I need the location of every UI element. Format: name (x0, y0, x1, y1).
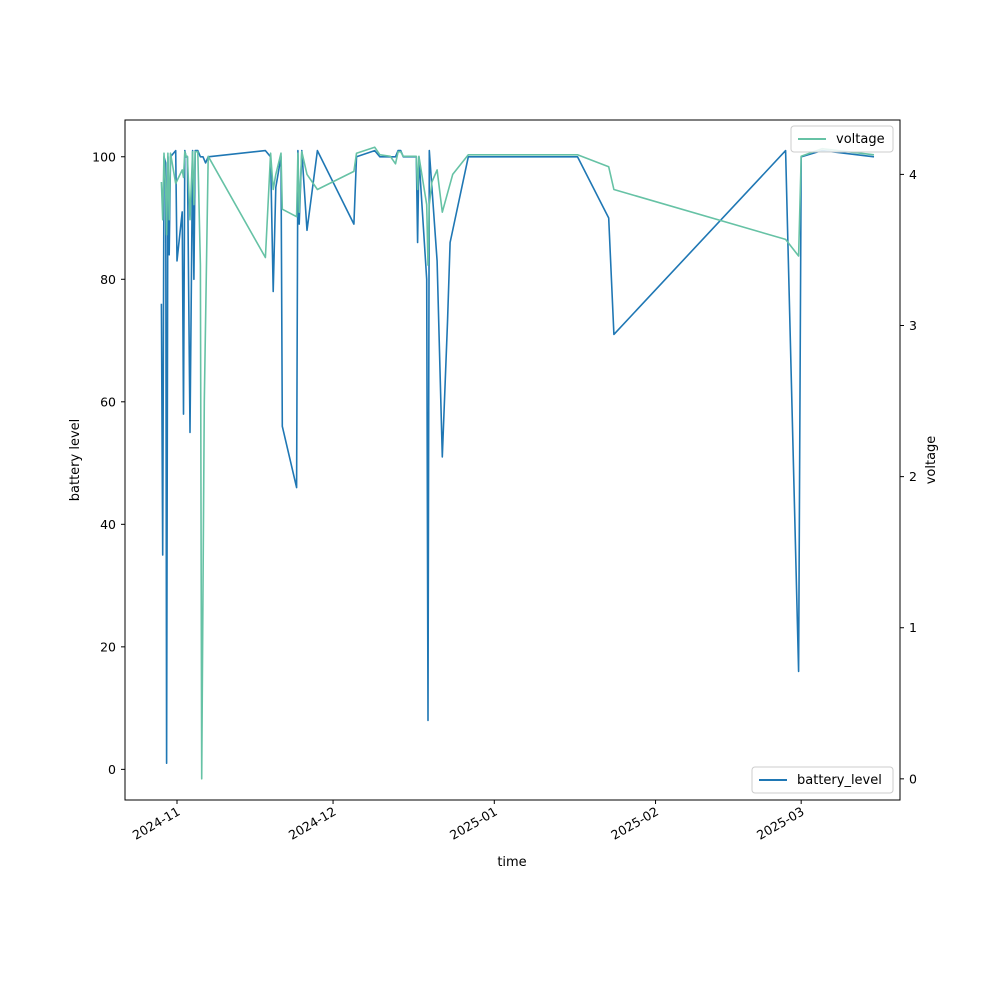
y-tick-label: 40 (100, 517, 116, 532)
x-tick-label: 2024-11 (130, 804, 183, 843)
series-line-voltage (160, 146, 875, 780)
y2-tick-label: 4 (909, 167, 917, 182)
y2-tick-label: 3 (909, 318, 917, 333)
y-axis-label: battery level (68, 419, 83, 502)
y-tick-label: 80 (100, 272, 116, 287)
legend-voltage: voltage (790, 125, 894, 153)
x-tick-label: 2025-01 (447, 804, 500, 843)
series-line-battery-level (160, 149, 875, 765)
y-tick-label: 20 (100, 639, 116, 654)
y2-tick-label: 1 (909, 620, 917, 635)
x-axis-label: time (497, 855, 526, 870)
plot-frame (124, 119, 901, 801)
x-tick-label: 2025-02 (608, 804, 661, 843)
y2-tick-label: 2 (909, 469, 917, 484)
legend-voltage-label: voltage (836, 132, 885, 147)
x-tick-label: 2025-03 (754, 804, 807, 843)
legend-battery-level-label: battery_level (797, 773, 882, 788)
y-tick-label: 0 (108, 762, 116, 777)
x-tick-label: 2024-12 (286, 804, 339, 843)
axes: 2024-11 2024-12 2025-01 2025-02 2025-0302040… (92, 149, 917, 842)
y-tick-label: 60 (100, 394, 116, 409)
y-tick-label: 100 (92, 149, 116, 164)
y2-tick-label: 0 (909, 771, 917, 786)
plot-area (160, 146, 875, 780)
y2-axis-label: voltage (924, 436, 939, 485)
legend-battery-level: battery_level (751, 766, 894, 794)
